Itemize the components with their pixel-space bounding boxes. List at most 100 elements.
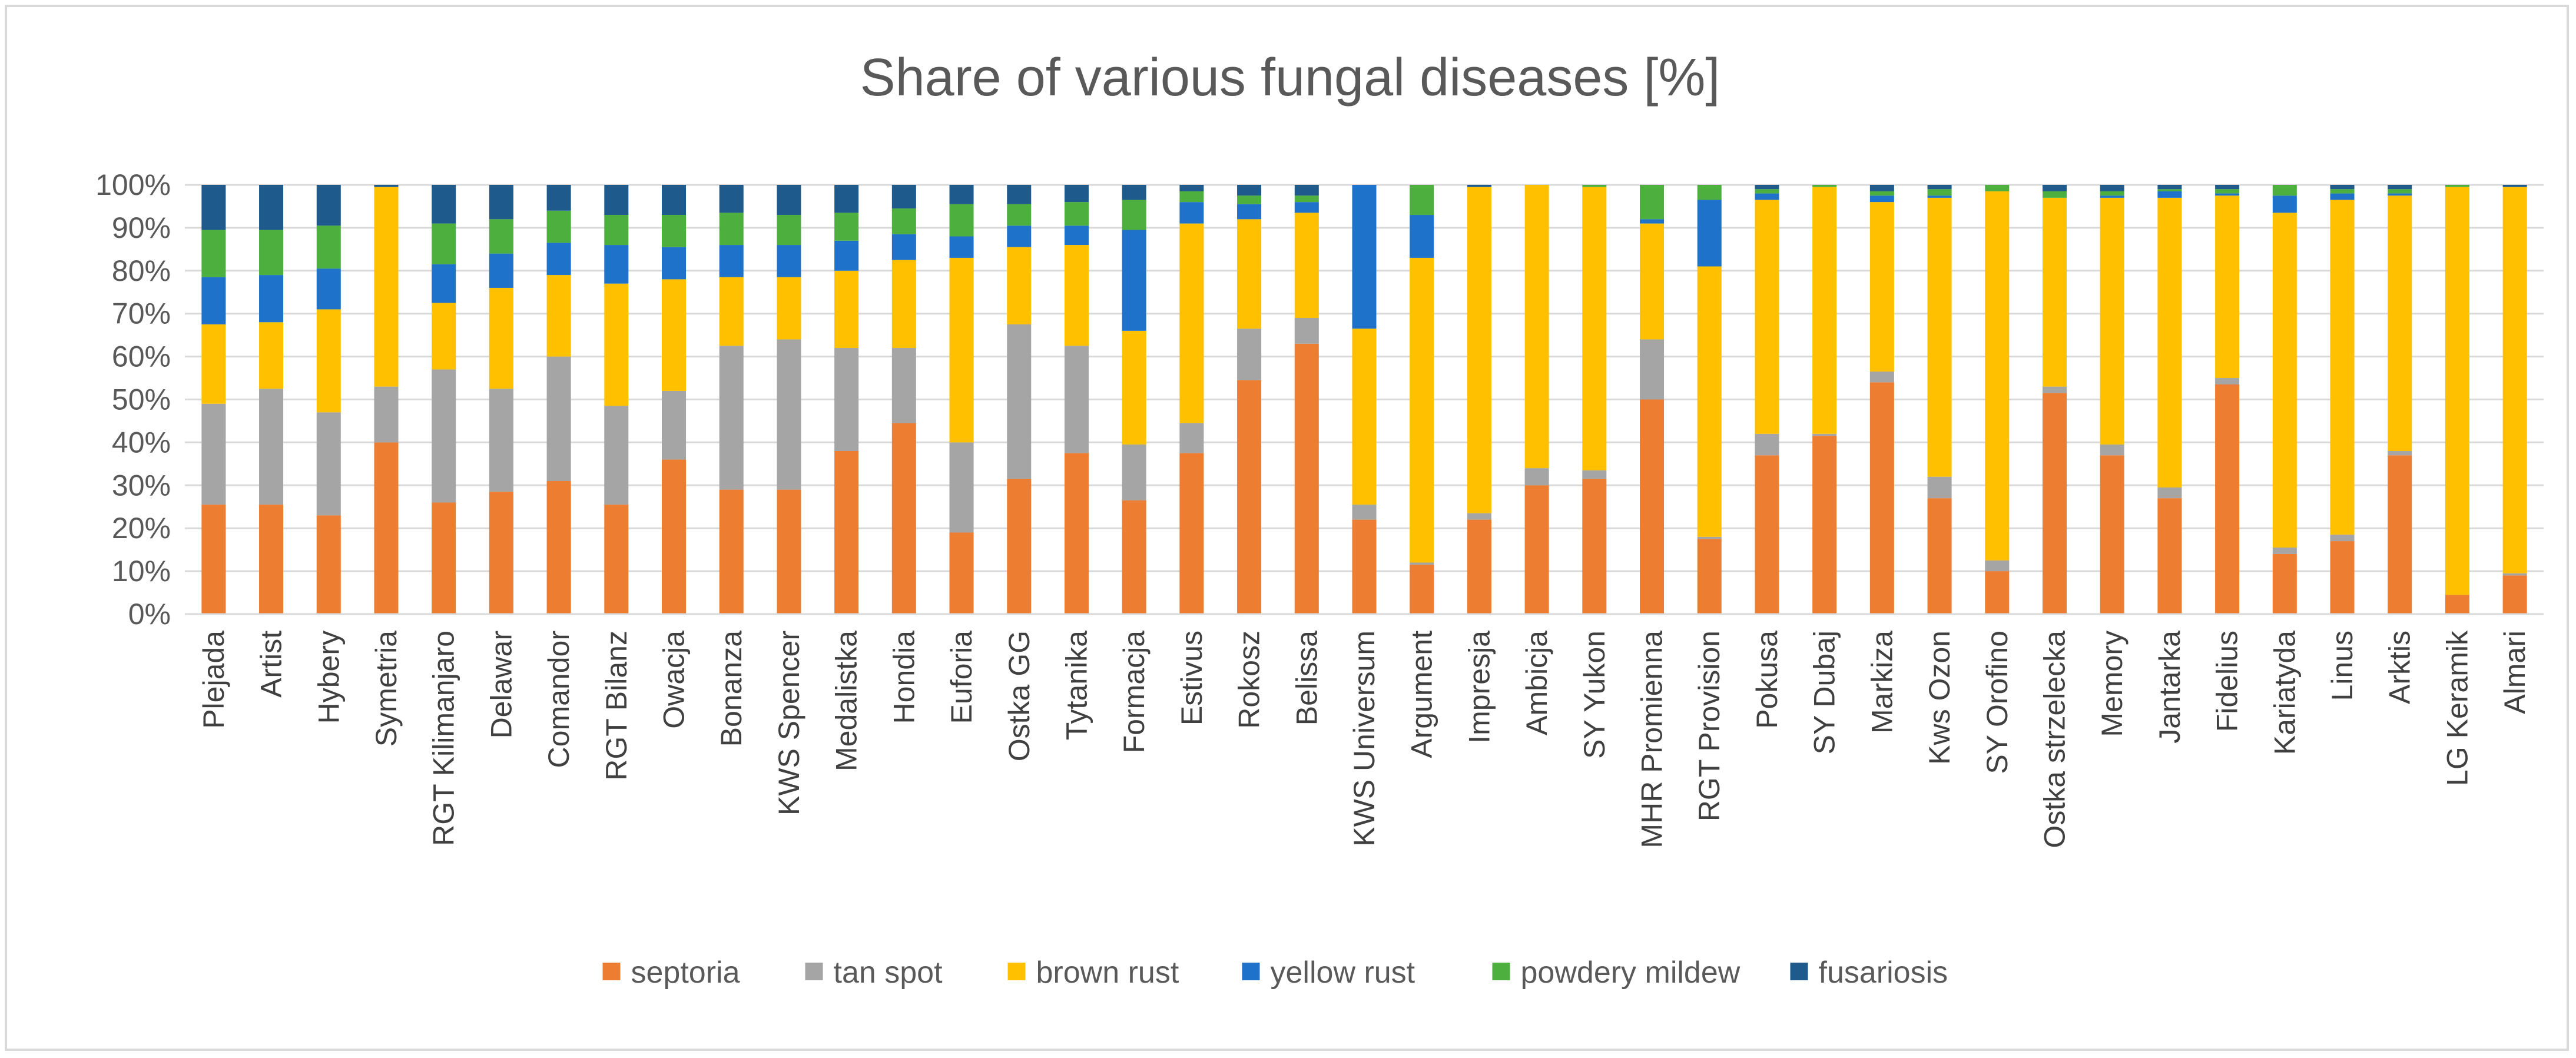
bar-segment-brown-rust [1755, 200, 1779, 434]
bar-segment-septoria [2100, 455, 2124, 614]
legend-swatch [1492, 963, 1510, 980]
bar-segment-septoria [1582, 479, 1607, 614]
bar-segment-septoria [1064, 453, 1089, 614]
bar-segment-septoria [2388, 455, 2412, 614]
bar-segment-tan-spot [2272, 548, 2297, 554]
bar-segment-brown-rust [1640, 223, 1665, 340]
x-category-label: RGT Bilanz [600, 631, 633, 781]
bar-segment-septoria [1869, 382, 1894, 614]
bar-segment-septoria [2330, 541, 2355, 614]
bar-segment-tan-spot [1755, 433, 1779, 456]
bar-segment-tan-spot [661, 390, 687, 460]
x-category-label: Ambicja [1520, 631, 1553, 735]
bar-segment-powdery-mildew [604, 215, 629, 246]
y-tick-label: 30% [112, 469, 171, 502]
bar-segment-septoria [719, 489, 744, 614]
bar-segment-fusariosis [604, 185, 629, 215]
bar-segment-septoria [2272, 553, 2297, 614]
x-category-label: Markiza [1865, 631, 1898, 734]
bar-segment-brown-rust [1410, 257, 1434, 563]
bar-segment-septoria [1640, 399, 1665, 614]
x-category-label: Owacja [658, 631, 691, 729]
x-category-label: Pokusa [1751, 631, 1783, 729]
bar-stack [1064, 185, 1089, 614]
chart-title: Share of various fungal diseases [%] [860, 48, 1720, 107]
bar-stack [1122, 185, 1146, 614]
legend-item-fusariosis: fusariosis [1790, 956, 1948, 990]
bar-segment-powdery-mildew [1927, 189, 1952, 196]
bar-segment-powdery-mildew [489, 219, 513, 254]
bar-segment-powdery-mildew [1812, 185, 1837, 187]
bar-segment-septoria [489, 492, 513, 614]
bar-stack [1410, 185, 1434, 614]
bar-segment-septoria [1755, 455, 1779, 614]
legend-swatch [1007, 963, 1026, 980]
bar-segment-powdery-mildew [834, 213, 859, 241]
bar-segment-brown-rust [949, 257, 974, 443]
bar-segment-tan-spot [489, 389, 513, 492]
bar-segment-brown-rust [374, 187, 399, 387]
bar-segment-brown-rust [2042, 197, 2067, 387]
bar-segment-yellow-rust [1697, 200, 1722, 267]
legend-label: yellow rust [1271, 956, 1415, 990]
bar-segment-powdery-mildew [1007, 204, 1032, 226]
bar-segment-powdery-mildew [2388, 189, 2412, 194]
bar-segment-tan-spot [1927, 476, 1952, 499]
bar-segment-brown-rust [1179, 223, 1204, 423]
bar-segment-septoria [374, 442, 399, 614]
bar-segment-brown-rust [777, 277, 801, 340]
bar-segment-yellow-rust [1869, 195, 1894, 203]
bar-stack [1812, 185, 1837, 614]
bar-segment-fusariosis [719, 185, 744, 213]
bar-segment-tan-spot [719, 346, 744, 490]
bar-segment-brown-rust [2388, 195, 2412, 451]
legend-item-powdery-mildew: powdery mildew [1492, 956, 1740, 990]
bar-segment-fusariosis [1869, 185, 1894, 191]
bar-segment-yellow-rust [1294, 202, 1319, 213]
bar-segment-septoria [661, 459, 687, 614]
bar-segment-powdery-mildew [1122, 200, 1146, 230]
bar-segment-powdery-mildew [949, 204, 974, 237]
bar-segment-tan-spot [1524, 468, 1549, 486]
bars [201, 185, 2527, 614]
bar-segment-fusariosis [777, 185, 801, 215]
bar-segment-yellow-rust [316, 268, 341, 310]
y-tick-label: 40% [112, 426, 171, 459]
bar-segment-septoria [316, 515, 341, 614]
bar-segment-tan-spot [2502, 573, 2527, 576]
legend-swatch [805, 963, 823, 980]
bar-segment-tan-spot [1294, 317, 1319, 344]
bar-segment-powdery-mildew [1755, 189, 1779, 194]
bar-segment-yellow-rust [2157, 191, 2182, 198]
bar-segment-yellow-rust [1007, 225, 1032, 247]
bar-segment-brown-rust [1927, 197, 1952, 477]
bar-segment-powdery-mildew [2042, 191, 2067, 198]
bar-segment-tan-spot [1237, 329, 1262, 380]
legend-item-septoria: septoria [602, 956, 740, 990]
bar-segment-septoria [2042, 393, 2067, 614]
bar-stack [2042, 185, 2067, 614]
bar-stack [2388, 185, 2412, 614]
x-category-label: Arktis [2383, 631, 2416, 704]
bar-segment-powdery-mildew [2100, 191, 2124, 196]
bar-stack [1007, 185, 1032, 614]
bar-segment-powdery-mildew [1179, 191, 1204, 203]
bar-stack [1237, 185, 1262, 614]
bar-segment-tan-spot [2157, 487, 2182, 499]
bar-segment-yellow-rust [2330, 193, 2355, 200]
x-category-label: Kariatyda [2268, 631, 2301, 755]
bar-segment-tan-spot [2388, 450, 2412, 456]
bar-segment-brown-rust [2215, 195, 2240, 379]
y-tick-label: 70% [112, 297, 171, 330]
bar-segment-septoria [1294, 343, 1319, 614]
bar-segment-tan-spot [604, 406, 629, 505]
bar-segment-fusariosis [316, 185, 341, 226]
bar-segment-septoria [1697, 539, 1722, 614]
bar-segment-brown-rust [489, 287, 513, 389]
x-category-label: Impresja [1463, 631, 1496, 744]
bar-segment-fusariosis [2215, 185, 2240, 190]
bar-segment-tan-spot [834, 348, 859, 451]
bar-segment-brown-rust [201, 324, 226, 404]
bar-segment-powdery-mildew [1985, 185, 2010, 191]
bar-segment-powdery-mildew [259, 230, 284, 276]
